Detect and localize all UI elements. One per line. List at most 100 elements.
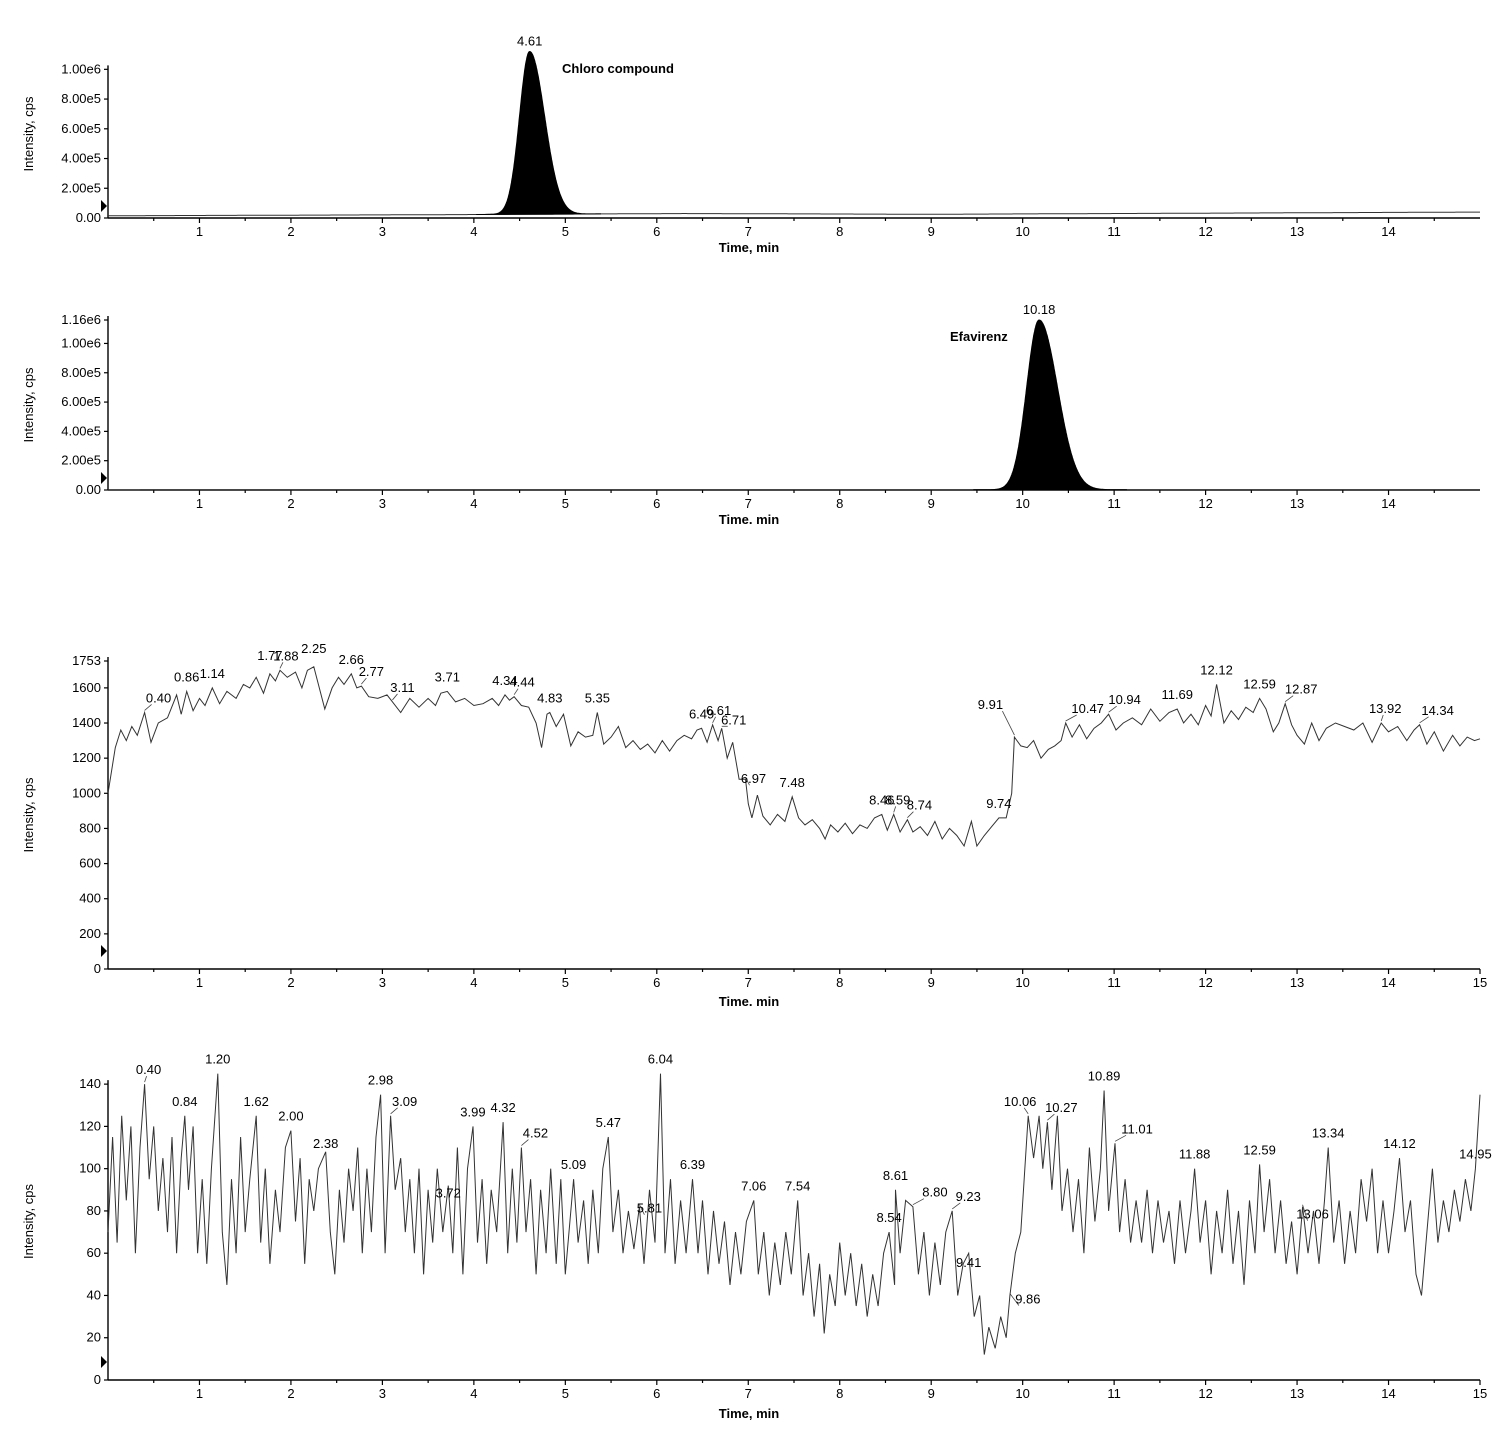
x-tick-label: 13 bbox=[1290, 975, 1304, 990]
x-tick-label: 5 bbox=[562, 496, 569, 511]
baseline-marker bbox=[101, 200, 107, 212]
x-tick-label: 6 bbox=[653, 496, 660, 511]
retention-time-label: 6.04 bbox=[648, 1052, 673, 1067]
x-tick-label: 2 bbox=[287, 224, 294, 239]
x-tick-label: 8 bbox=[836, 975, 843, 990]
label-leader bbox=[745, 777, 750, 786]
label-leader bbox=[912, 1198, 925, 1206]
y-tick-label: 140 bbox=[79, 1076, 101, 1091]
x-tick-label: 5 bbox=[562, 224, 569, 239]
label-leader bbox=[1023, 1107, 1029, 1115]
retention-time-label: 6.49 bbox=[689, 706, 714, 721]
y-tick-label: 120 bbox=[79, 1118, 101, 1133]
label-leader bbox=[1114, 1134, 1127, 1142]
series-trace bbox=[107, 1073, 1481, 1355]
label-leader bbox=[639, 1204, 645, 1215]
retention-time-label: 4.34 bbox=[492, 673, 517, 688]
label-leader bbox=[521, 1139, 529, 1146]
x-tick-label: 3 bbox=[379, 224, 386, 239]
y-tick-label: 20 bbox=[87, 1330, 101, 1345]
x-tick-label: 3 bbox=[379, 496, 386, 511]
retention-time-label: 0.84 bbox=[172, 1094, 197, 1109]
label-leader bbox=[1302, 1204, 1308, 1221]
x-tick-label: 7 bbox=[745, 1386, 752, 1401]
baseline-marker bbox=[101, 472, 107, 484]
x-axis-label: Time, min bbox=[719, 240, 780, 255]
x-tick-label: 13 bbox=[1290, 224, 1304, 239]
x-tick-label: 12 bbox=[1198, 975, 1212, 990]
retention-time-label: 8.59 bbox=[885, 792, 910, 807]
x-tick-label: 15 bbox=[1473, 1386, 1487, 1401]
retention-time-label: 14.34 bbox=[1421, 703, 1454, 718]
x-tick-label: 7 bbox=[745, 975, 752, 990]
x-tick-label: 12 bbox=[1198, 224, 1212, 239]
retention-time-label: 10.47 bbox=[1071, 701, 1104, 716]
y-tick-label: 0 bbox=[94, 961, 101, 976]
y-tick-label: 1000 bbox=[72, 785, 101, 800]
retention-time-label: 8.80 bbox=[922, 1185, 947, 1200]
y-tick-label: 8.00e5 bbox=[61, 91, 101, 106]
x-tick-label: 2 bbox=[287, 975, 294, 990]
x-tick-label: 3 bbox=[379, 1386, 386, 1401]
y-tick-label: 1.16e6 bbox=[61, 312, 101, 327]
retention-time-label: 5.35 bbox=[585, 690, 610, 705]
retention-time-label: 5.09 bbox=[561, 1157, 586, 1172]
y-tick-label: 6.00e5 bbox=[61, 394, 101, 409]
retention-time-label: 8.74 bbox=[907, 798, 932, 813]
baseline-marker bbox=[101, 945, 107, 957]
label-leader bbox=[893, 806, 897, 813]
retention-time-label: 14.95 bbox=[1459, 1147, 1492, 1162]
x-tick-label: 6 bbox=[653, 1386, 660, 1401]
y-tick-label: 0.00 bbox=[76, 210, 101, 225]
retention-time-label: 8.61 bbox=[883, 1168, 908, 1183]
retention-time-label: 12.59 bbox=[1243, 1142, 1276, 1157]
retention-time-label: 9.86 bbox=[1015, 1291, 1040, 1306]
retention-time-label: 4.32 bbox=[490, 1100, 515, 1115]
y-tick-label: 4.00e5 bbox=[61, 151, 101, 166]
x-tick-label: 11 bbox=[1107, 1386, 1121, 1401]
retention-time-label: 4.83 bbox=[537, 690, 562, 705]
y-axis-label: Intensity, cps bbox=[21, 1184, 36, 1259]
retention-time-label: 0.40 bbox=[146, 690, 171, 705]
x-tick-label: 11 bbox=[1107, 496, 1121, 511]
x-tick-label: 13 bbox=[1290, 1386, 1304, 1401]
x-tick-label: 14 bbox=[1381, 224, 1395, 239]
retention-time-label: 3.99 bbox=[460, 1104, 485, 1119]
chart-panel-4: 1 2 3 4 5 6 7 8 9 10 11 12 13 14 15020406080100120140T… bbox=[21, 1052, 1492, 1421]
peak-label: 4.61 bbox=[517, 33, 542, 48]
x-tick-label: 9 bbox=[928, 496, 935, 511]
baseline-marker bbox=[101, 1356, 107, 1368]
label-leader bbox=[279, 662, 284, 669]
retention-time-label: 2.66 bbox=[339, 652, 364, 667]
retention-time-label: 7.06 bbox=[741, 1178, 766, 1193]
label-leader bbox=[712, 716, 716, 723]
retention-time-label: 10.27 bbox=[1045, 1100, 1078, 1115]
x-tick-label: 8 bbox=[836, 496, 843, 511]
y-tick-label: 1.00e6 bbox=[61, 335, 101, 350]
x-tick-label: 1 bbox=[196, 224, 203, 239]
retention-time-label: 4.52 bbox=[523, 1126, 548, 1141]
label-leader bbox=[390, 1107, 398, 1115]
retention-time-label: 14.12 bbox=[1383, 1136, 1416, 1151]
retention-time-label: 10.94 bbox=[1108, 692, 1141, 707]
label-leader bbox=[144, 1076, 147, 1083]
retention-time-label: 11.88 bbox=[1179, 1147, 1211, 1162]
retention-time-label: 6.61 bbox=[706, 703, 731, 718]
label-leader bbox=[1065, 714, 1077, 722]
x-tick-label: 2 bbox=[287, 496, 294, 511]
x-tick-label: 3 bbox=[379, 975, 386, 990]
retention-time-label: 12.12 bbox=[1200, 662, 1233, 677]
compound-annotation: Efavirenz bbox=[950, 329, 1008, 344]
y-tick-label: 1400 bbox=[72, 715, 101, 730]
retention-time-label: 0.86 bbox=[174, 669, 199, 684]
label-leader bbox=[1284, 695, 1294, 703]
retention-time-label: 10.89 bbox=[1088, 1068, 1121, 1083]
x-tick-label: 1 bbox=[196, 1386, 203, 1401]
retention-time-label: 3.72 bbox=[436, 1186, 461, 1201]
x-axis-label: Time. min bbox=[719, 512, 780, 527]
chart-panel-2: 1 2 3 4 5 6 7 8 9 10 11 12 13 140.002.00e54.00e56.00e… bbox=[21, 302, 1480, 527]
x-tick-label: 6 bbox=[653, 975, 660, 990]
x-tick-label: 10 bbox=[1015, 975, 1029, 990]
y-tick-label: 6.00e5 bbox=[61, 121, 101, 136]
y-axis-label: Intensity, cps bbox=[21, 96, 36, 171]
